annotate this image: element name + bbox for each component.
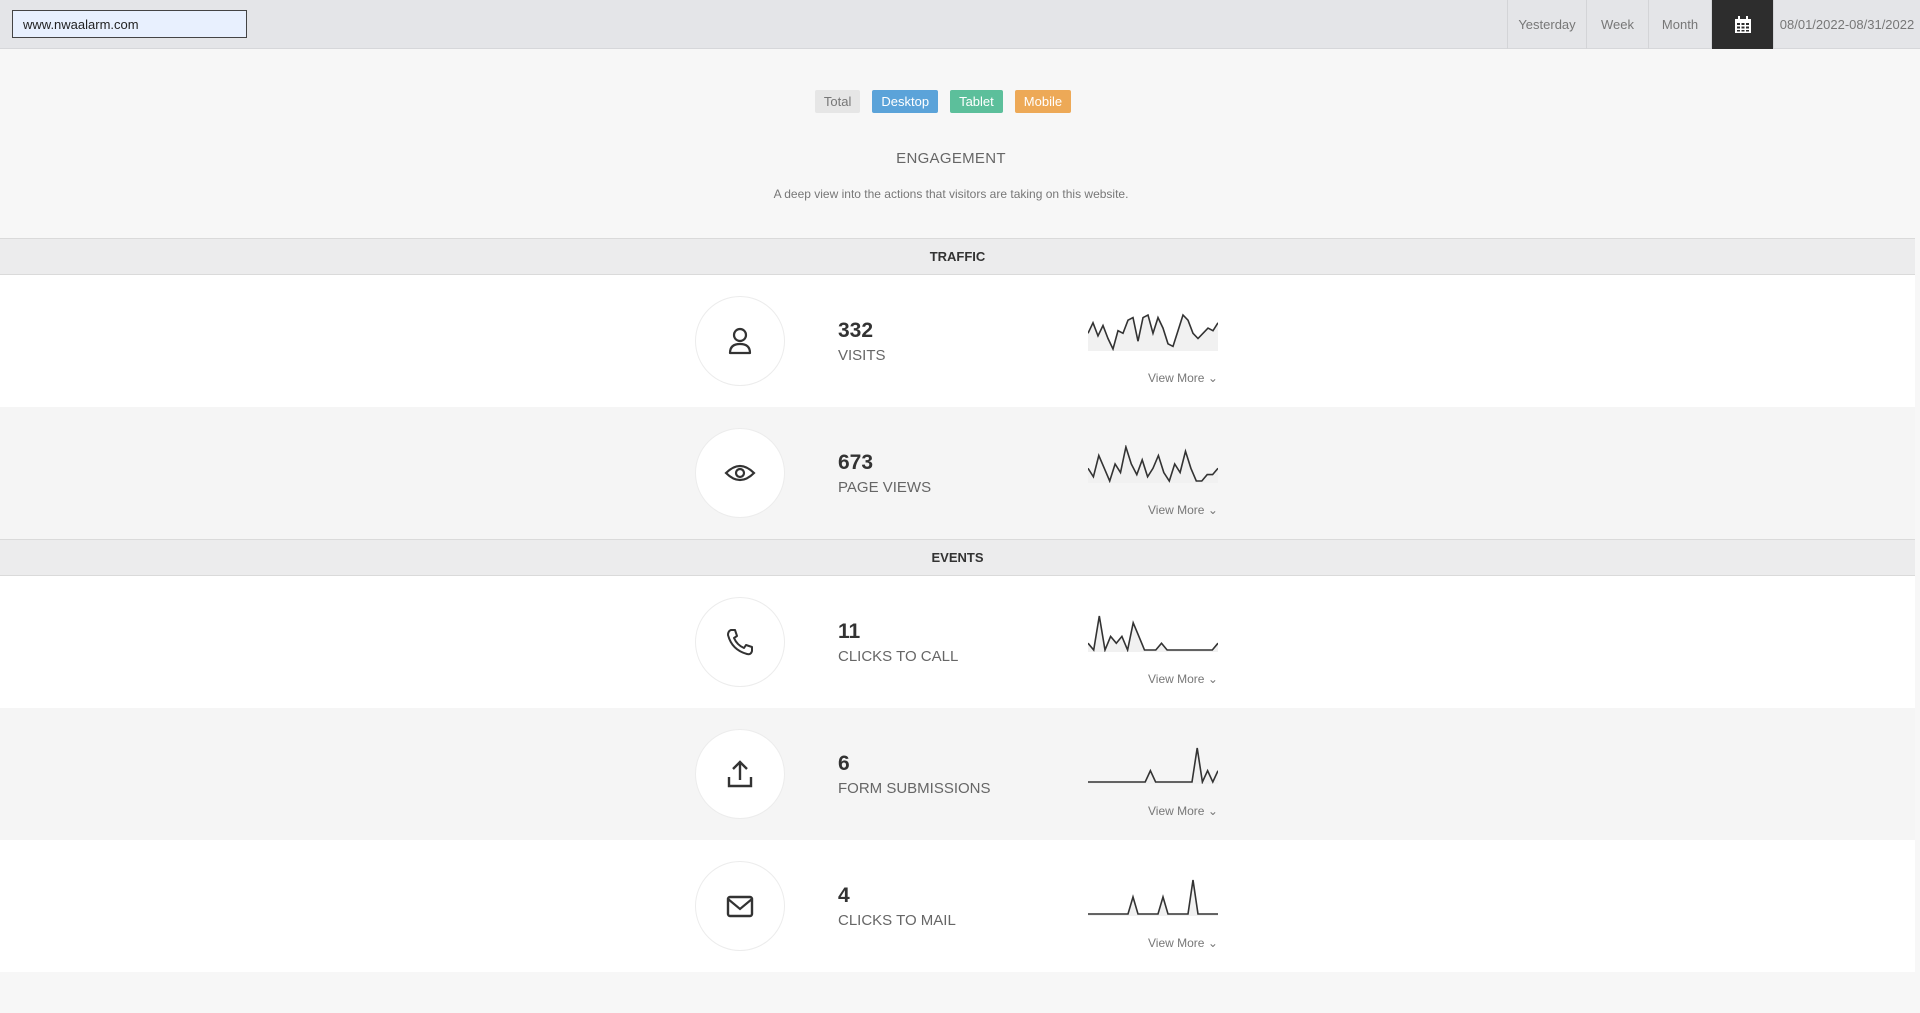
top-bar: Yesterday Week Month 08/01/2022-08/31/20… <box>0 0 1920 49</box>
calendar-button[interactable] <box>1711 0 1773 49</box>
sparkline-area <box>1088 880 1218 916</box>
metric-icon-circle <box>695 428 785 518</box>
metric-row: 11 CLICKS TO CALL View More ⌄ <box>0 576 1915 708</box>
chevron-down-icon: ⌄ <box>1207 503 1218 517</box>
calendar-icon <box>1734 15 1751 33</box>
sparkline <box>1088 313 1218 351</box>
sparkline-area <box>1088 447 1218 483</box>
sparkline-area <box>1088 616 1218 652</box>
metric-icon-circle <box>695 729 785 819</box>
chevron-down-icon: ⌄ <box>1207 936 1218 950</box>
range-yesterday-button[interactable]: Yesterday <box>1507 0 1586 49</box>
metric-row: 4 CLICKS TO MAIL View More ⌄ <box>0 840 1915 972</box>
metric-row: 6 FORM SUBMISSIONS View More ⌄ <box>0 708 1915 840</box>
view-more-link[interactable]: View More ⌄ <box>1148 371 1218 385</box>
sparkline-line <box>1088 747 1218 784</box>
filter-tablet[interactable]: Tablet <box>950 90 1003 113</box>
range-month-button[interactable]: Month <box>1648 0 1711 49</box>
eye-icon <box>724 464 756 482</box>
date-range-display[interactable]: 08/01/2022-08/31/2022 <box>1773 0 1920 49</box>
metric-row: 332 VISITS View More ⌄ <box>0 275 1915 407</box>
mail-icon <box>726 895 754 918</box>
engagement-subtitle: A deep view into the actions that visito… <box>773 187 1129 201</box>
metric-label: VISITS <box>838 347 886 364</box>
metric-row: 673 PAGE VIEWS View More ⌄ <box>0 407 1915 539</box>
view-more-link[interactable]: View More ⌄ <box>1148 804 1218 818</box>
filter-total[interactable]: Total <box>814 90 861 113</box>
metric-value: 6 <box>838 752 850 775</box>
metric-label: CLICKS TO MAIL <box>838 912 956 929</box>
sparkline <box>1088 445 1218 483</box>
metric-label: CLICKS TO CALL <box>838 648 959 665</box>
device-filters: Total Desktop Tablet Mobile <box>0 90 1903 113</box>
metric-value: 332 <box>838 319 874 342</box>
sparkline <box>1088 615 1218 652</box>
site-selector-input[interactable] <box>12 10 247 38</box>
range-week-button[interactable]: Week <box>1586 0 1648 49</box>
sparkline-line <box>1088 615 1218 652</box>
metric-value: 11 <box>838 620 861 643</box>
metric-icon-circle <box>695 597 785 687</box>
sparkline <box>1088 879 1218 916</box>
sparkline-line <box>1088 879 1218 915</box>
section-header: TRAFFIC <box>0 238 1915 275</box>
view-more-link[interactable]: View More ⌄ <box>1148 503 1218 517</box>
section-header: EVENTS <box>0 539 1915 576</box>
filter-mobile[interactable]: Mobile <box>1014 90 1072 113</box>
sparkline-line <box>1088 445 1218 483</box>
chevron-down-icon: ⌄ <box>1207 371 1218 385</box>
chevron-down-icon: ⌄ <box>1207 804 1218 818</box>
upload-icon <box>727 760 753 788</box>
metric-value: 673 <box>838 451 874 474</box>
engagement-title: ENGAGEMENT <box>896 150 1006 167</box>
phone-icon <box>727 629 753 656</box>
metric-value: 4 <box>838 884 850 907</box>
filter-desktop[interactable]: Desktop <box>872 90 939 113</box>
metric-icon-circle <box>695 861 785 951</box>
chevron-down-icon: ⌄ <box>1207 672 1218 686</box>
view-more-link[interactable]: View More ⌄ <box>1148 936 1218 950</box>
sparkline-line <box>1088 313 1218 351</box>
user-icon <box>728 327 752 355</box>
sparkline <box>1088 747 1218 784</box>
view-more-link[interactable]: View More ⌄ <box>1148 672 1218 686</box>
metric-label: PAGE VIEWS <box>838 479 932 496</box>
metric-icon-circle <box>695 296 785 386</box>
sparkline-area <box>1088 315 1218 351</box>
metric-label: FORM SUBMISSIONS <box>838 780 991 797</box>
